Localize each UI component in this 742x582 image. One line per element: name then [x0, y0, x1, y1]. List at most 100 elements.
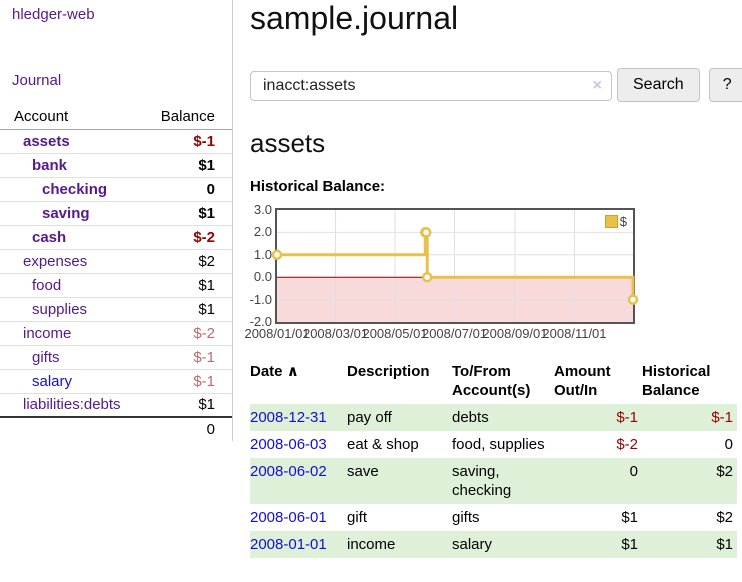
sidebar-item-journal[interactable]: Journal [12, 72, 62, 89]
transaction-row: 2008-06-03 eat & shop food, supplies $-2… [250, 431, 737, 458]
transaction-description: income [347, 536, 396, 554]
balance-column-header: Historical Balance [642, 363, 711, 400]
historical-balance-chart: 3.0 2.0 1.0 0.0 -1.0 -2.0 $ 2008/01/01 2008/03… [244, 200, 742, 345]
sidebar-total-row: 0 [0, 416, 232, 441]
page-title: sample.journal [250, 0, 459, 36]
transaction-balance: $-1 [711, 409, 733, 427]
amount-column-header: Amount Out/In [554, 363, 611, 400]
balance-column-header: Balance [145, 105, 232, 130]
account-row-bank: bank $1 [0, 153, 232, 178]
sidebar-account-cash[interactable]: cash [32, 228, 67, 246]
account-column-header: Account [0, 105, 146, 130]
y-tick-label: 2.0 [253, 224, 272, 240]
search-input[interactable] [250, 71, 612, 101]
x-tick-label: 2008/09/01 [482, 326, 548, 341]
x-tick-label: 2008/05/01 [362, 326, 428, 341]
sidebar-accounts-table: Account Balance assets $-1 bank $1 check… [0, 105, 232, 441]
help-button[interactable]: ? [708, 68, 742, 102]
sidebar-account-supplies[interactable]: supplies [32, 300, 88, 318]
sidebar-account-bank[interactable]: bank [32, 156, 68, 174]
account-row-assets: assets $-1 [0, 129, 232, 154]
x-axis: 2008/01/01 2008/03/01 2008/05/01 2008/07/01… [244, 326, 742, 342]
account-balance: $1 [145, 153, 232, 178]
transaction-amount: 0 [629, 463, 638, 481]
x-tick-label: 2008/11/01 [542, 326, 607, 341]
y-tick-label: 1.0 [253, 246, 272, 262]
account-row-supplies: supplies $1 [0, 297, 232, 322]
transaction-accounts: saving, checking [452, 463, 512, 500]
account-balance: $1 [145, 297, 232, 322]
account-balance: $-2 [145, 225, 232, 250]
account-balance: $-1 [145, 345, 232, 370]
account-balance: $-1 [145, 369, 232, 394]
transaction-date-link[interactable]: 2008-01-01 [250, 536, 327, 554]
y-tick-label: 0.0 [253, 269, 272, 285]
account-balance: $1 [198, 396, 215, 414]
sidebar-account-expenses[interactable]: expenses [23, 252, 88, 270]
transaction-accounts: salary [452, 536, 493, 554]
account-row-expenses: expenses $2 [0, 249, 232, 274]
account-balance: $1 [145, 201, 232, 226]
transaction-balance: $2 [716, 509, 733, 527]
chart-legend: $ [602, 213, 629, 230]
transaction-date-link[interactable]: 2008-12-31 [250, 409, 327, 427]
sidebar-account-assets[interactable]: assets [23, 132, 70, 150]
chart-title: Historical Balance: [250, 178, 386, 195]
register-table: Date ∧ Description To/From Account(s) Am… [250, 360, 737, 559]
sidebar-account-salary[interactable]: salary [32, 372, 73, 390]
sidebar-account-saving[interactable]: saving [42, 204, 90, 222]
transaction-balance: 0 [724, 436, 733, 454]
account-row-income: income $-2 [0, 321, 232, 346]
account-heading: assets [250, 128, 326, 158]
transaction-date-link[interactable]: 2008-06-01 [250, 509, 327, 527]
account-row-gifts: gifts $-1 [0, 345, 232, 370]
sidebar-account-food[interactable]: food [32, 276, 62, 294]
description-column-header: Description [347, 363, 430, 380]
app-brand-link[interactable]: hledger-web [12, 6, 95, 23]
clear-search-icon[interactable]: × [592, 77, 602, 94]
y-tick-label: 3.0 [253, 202, 272, 217]
transaction-date-link[interactable]: 2008-06-02 [250, 463, 327, 481]
sort-ascending-icon: ∧ [286, 363, 299, 380]
transaction-description: gift [347, 509, 368, 527]
transaction-row: 2008-06-02 save saving, checking 0 $2 [250, 458, 737, 505]
transaction-description: eat & shop [347, 436, 419, 454]
transaction-accounts: debts [452, 409, 489, 427]
account-row-liabilities-debts: liabilities:debts $1 [0, 393, 232, 417]
transaction-row: 2008-12-31 pay off debts $-1 $-1 [250, 404, 737, 432]
transaction-accounts: food, supplies [452, 436, 545, 454]
legend-label: $ [619, 214, 627, 229]
x-tick-label: 2008/01/01 [244, 326, 310, 341]
transaction-balance: $1 [716, 536, 733, 554]
account-balance: $2 [145, 249, 232, 274]
account-balance: $-1 [145, 129, 232, 154]
sidebar-account-income[interactable]: income [23, 324, 72, 342]
transaction-row: 2008-01-01 income salary $1 $1 [250, 531, 737, 559]
y-axis: 3.0 2.0 1.0 0.0 -1.0 -2.0 [250, 200, 272, 345]
x-tick-label: 2008/03/01 [302, 326, 369, 341]
sidebar-account-gifts[interactable]: gifts [32, 348, 60, 366]
y-tick-label: -2.0 [249, 314, 272, 329]
sidebar-account-checking[interactable]: checking [42, 180, 108, 198]
account-balance: 0 [145, 177, 232, 202]
transaction-accounts: gifts [452, 509, 480, 527]
legend-swatch-icon [604, 215, 618, 228]
search-button[interactable]: Search [617, 68, 700, 102]
transaction-description: save [347, 463, 379, 481]
transaction-date-link[interactable]: 2008-06-03 [250, 436, 327, 454]
account-row-cash: cash $-2 [0, 225, 232, 250]
account-balance: $1 [145, 273, 232, 298]
account-balance: $-2 [145, 321, 232, 346]
sidebar-account-liabilities-debts[interactable]: liabilities:debts [23, 396, 121, 414]
y-tick-label: -1.0 [249, 291, 272, 307]
main-content: sample.journal × Search ? assets Histori… [244, 0, 742, 582]
chart-canvas [271, 210, 639, 322]
transaction-amount: $-1 [616, 409, 638, 427]
accounts-table-header-row: Account Balance [0, 105, 232, 130]
account-row-salary: salary $-1 [0, 369, 232, 394]
transaction-amount: $-2 [616, 436, 638, 454]
date-column-header[interactable]: Date ∧ [250, 363, 299, 380]
x-tick-label: 2008/07/01 [421, 326, 488, 341]
sidebar-total-balance: 0 [145, 416, 232, 441]
